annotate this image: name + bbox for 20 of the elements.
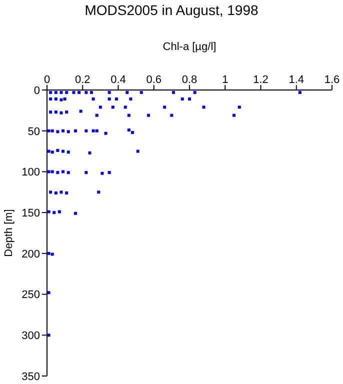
x-tick-label: 0 bbox=[44, 74, 50, 86]
chart-title: MODS2005 in August, 1998 bbox=[84, 2, 260, 18]
y-tick-label: 150 bbox=[22, 207, 40, 220]
x-tick-label: 1.2 bbox=[253, 74, 268, 86]
x-tick-label: 1.6 bbox=[324, 74, 340, 86]
y-tick-label: 200 bbox=[22, 248, 40, 260]
x-tick-label: 1.4 bbox=[288, 74, 304, 86]
y-tick-label: 50 bbox=[28, 126, 40, 138]
y-axis-title: Depth [m] bbox=[2, 209, 15, 257]
y-tick-label: 0 bbox=[34, 84, 40, 97]
x-tick-label: 0.8 bbox=[182, 74, 198, 86]
x-tick-label: 0.2 bbox=[74, 74, 90, 86]
x-tick-label: 0.6 bbox=[146, 74, 162, 86]
y-tick-label: 250 bbox=[22, 289, 40, 302]
y-tick-label: 350 bbox=[22, 370, 40, 383]
x-tick-label: 1 bbox=[222, 74, 228, 86]
x-axis-title: Chl-a [µg/l] bbox=[162, 40, 216, 53]
y-tick-label: 300 bbox=[22, 330, 40, 342]
y-tick-label: 100 bbox=[22, 166, 40, 179]
x-tick-label: 0.4 bbox=[110, 74, 126, 86]
